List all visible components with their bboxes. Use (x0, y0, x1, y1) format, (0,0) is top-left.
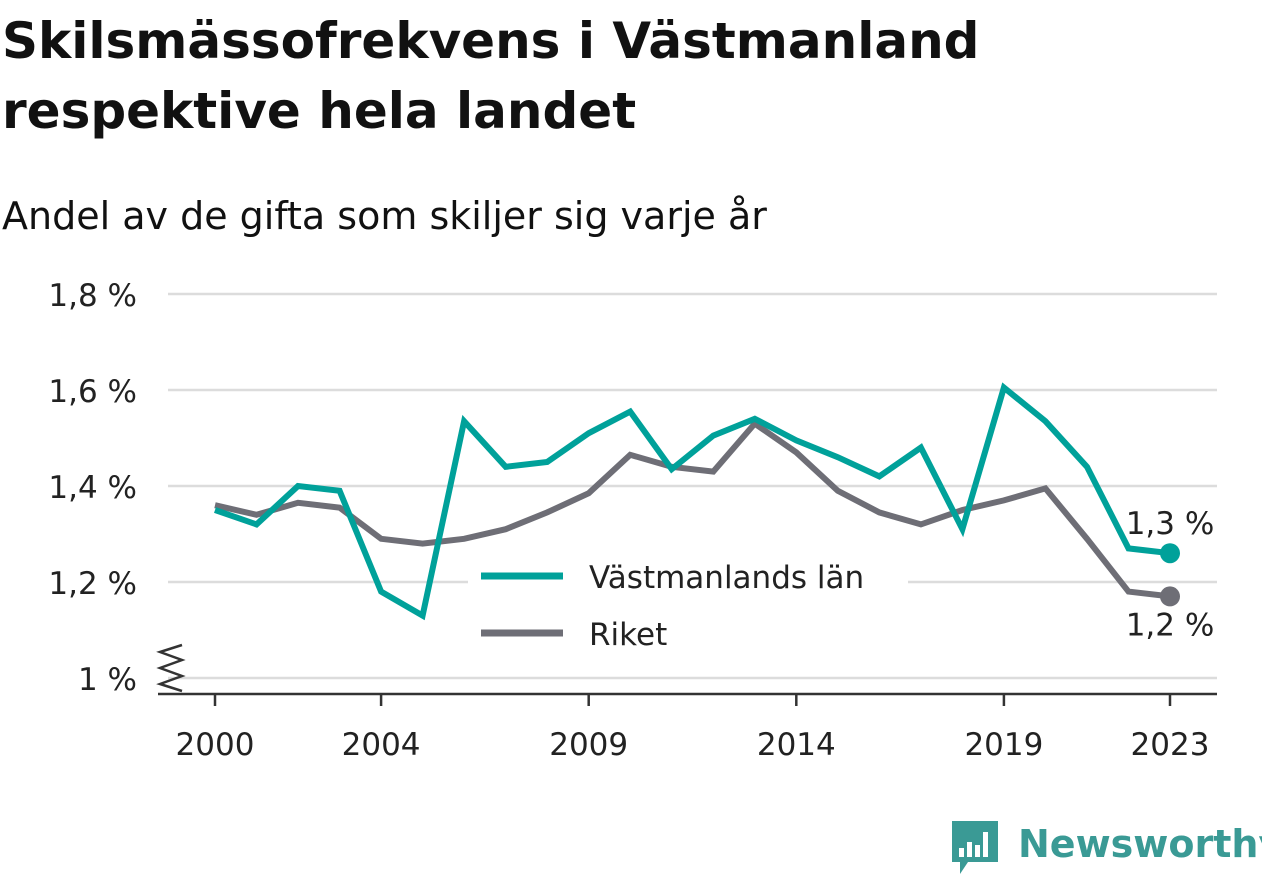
legend-item-vastmanland: Västmanlands län (481, 560, 864, 596)
x-tick-label: 2023 (1131, 727, 1210, 763)
y-tick-label: 1 % (78, 662, 137, 698)
legend-label: Riket (589, 617, 667, 653)
y-tick-label: 1,4 % (48, 470, 137, 506)
axis-break-icon (156, 643, 186, 693)
x-axis-tick-labels: 2000 2004 2009 2014 2019 2023 (176, 694, 1210, 763)
end-label-vastmanland: 1,3 % (1126, 506, 1215, 542)
bar-chart-speech-bubble-icon (952, 821, 998, 874)
x-axis (156, 643, 1217, 696)
y-tick-label: 1,8 % (48, 278, 137, 314)
end-point-riket (1160, 586, 1180, 607)
y-axis-tick-labels: 1 % 1,2 % 1,4 % 1,6 % 1,8 % (48, 278, 137, 698)
y-tick-label: 1,6 % (48, 374, 137, 410)
end-labels: 1,3 % 1,2 % (1126, 506, 1215, 643)
y-tick-label: 1,2 % (48, 566, 137, 602)
chart-title: Skilsmässofrekvens i Västmanland respekt… (2, 12, 980, 140)
series-line-riket (214, 419, 1171, 600)
x-tick-label: 2014 (757, 727, 836, 763)
end-point-vastmanland (1160, 543, 1180, 564)
legend-background (468, 546, 908, 662)
series-line-vastmanland (214, 382, 1171, 621)
grid-lines (168, 292, 1217, 680)
x-tick-label: 2004 (342, 727, 421, 763)
newsworthy-logo: Newsworthy (950, 818, 1262, 878)
legend: Västmanlands län Riket (468, 546, 908, 662)
legend-label: Västmanlands län (589, 560, 864, 596)
x-tick-label: 2000 (176, 727, 255, 763)
x-tick-label: 2019 (964, 727, 1043, 763)
brand-name: Newsworthy (1018, 822, 1262, 866)
end-label-riket: 1,2 % (1126, 607, 1215, 643)
legend-item-riket: Riket (481, 617, 667, 653)
chart-subtitle: Andel av de gifta som skiljer sig varje … (2, 194, 767, 238)
x-tick-label: 2009 (549, 727, 628, 763)
series-lines (214, 382, 1180, 621)
